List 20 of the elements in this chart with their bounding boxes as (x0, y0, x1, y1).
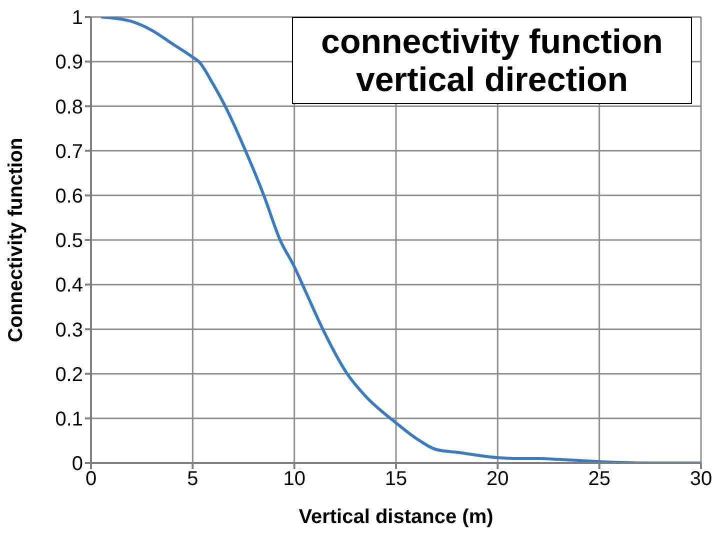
x-tick-label: 5 (187, 468, 198, 490)
x-tick-label: 30 (690, 468, 712, 490)
y-tick-label: 0.9 (55, 52, 83, 74)
y-axis-title: Connectivity function (5, 138, 28, 342)
x-tick-label: 15 (384, 468, 408, 490)
y-tick-label: 0.3 (55, 319, 83, 342)
y-tick-label: 0 (72, 453, 83, 476)
x-tick-label: 20 (486, 468, 509, 490)
y-tick-label: 0.5 (55, 230, 83, 252)
x-axis-title: Vertical distance (m) (298, 506, 494, 528)
y-tick-label: 0.4 (55, 274, 83, 297)
x-tick-label: 25 (588, 468, 610, 490)
y-tick-label: 1 (72, 7, 83, 30)
y-tick-label: 0.1 (55, 408, 83, 430)
y-tick-label: 0.8 (55, 96, 83, 118)
text: connectivity function vertical direction (321, 22, 663, 98)
y-tick-label: 0.2 (55, 364, 83, 386)
y-tick-label: 0.7 (55, 140, 83, 163)
x-tick-label: 10 (283, 468, 306, 490)
y-tick-label: 0.6 (55, 186, 83, 208)
